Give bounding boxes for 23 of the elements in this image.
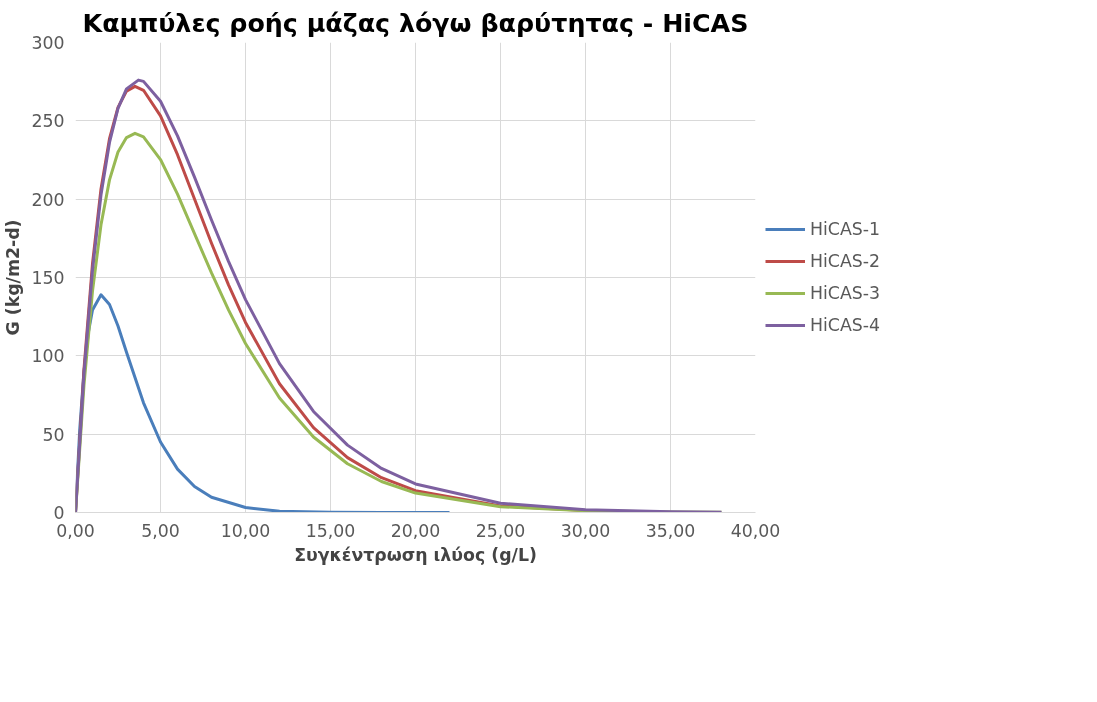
x-tick-label: 25,00: [475, 520, 526, 541]
y-tick-label: 0: [53, 503, 65, 523]
legend-label: HiCAS-4: [810, 315, 881, 335]
y-tick-label: 300: [31, 33, 65, 53]
x-tick-label: 20,00: [390, 520, 441, 541]
x-tick-label: 35,00: [645, 520, 696, 541]
y-tick-label: 200: [31, 189, 65, 210]
x-tick-label: 0,00: [56, 520, 95, 541]
x-tick-label: 15,00: [305, 520, 356, 541]
legend-label: HiCAS-1: [810, 219, 881, 239]
y-tick-label: 100: [31, 346, 65, 367]
x-tick-label: 10,00: [220, 520, 271, 541]
y-tick-label: 150: [31, 268, 65, 288]
legend-label: HiCAS-3: [810, 283, 881, 303]
x-tick-label: 5,00: [141, 520, 180, 541]
legend-label: HiCAS-2: [810, 251, 881, 271]
x-tick-label: 30,00: [560, 520, 611, 541]
y-axis-title: G (kg/m2-d): [3, 219, 24, 336]
x-axis-title: Συγκέντρωση ιλύος (g/L): [294, 544, 537, 565]
y-tick-label: 250: [31, 111, 65, 132]
y-tick-label: 50: [42, 424, 65, 445]
chart-title: Καμπύλες ροής μάζας λόγω βαρύτητας - HiCAS: [82, 7, 749, 38]
x-tick-label: 40,00: [730, 520, 781, 541]
